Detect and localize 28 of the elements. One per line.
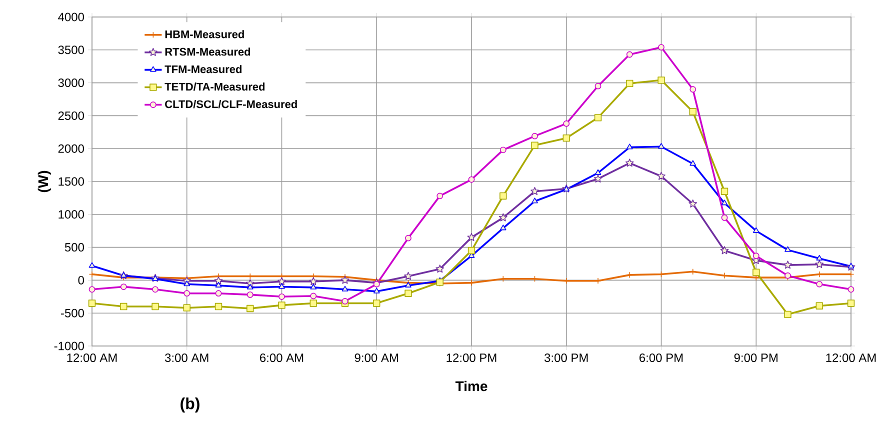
x-tick-label: 9:00 AM — [354, 354, 398, 362]
x-tick-label: 12:00 AM — [826, 354, 876, 362]
y-tick-label: 3000 — [58, 78, 84, 88]
y-axis-title: (W) — [38, 170, 51, 192]
x-tick-label: 6:00 AM — [260, 354, 304, 362]
x-tick-label: 12:00 PM — [446, 354, 496, 362]
y-tick-label: 2500 — [58, 111, 84, 120]
y-tick-label: 500 — [64, 243, 84, 252]
x-tick-label: 9:00 PM — [734, 354, 778, 362]
y-tick-label: -500 — [60, 308, 84, 318]
legend-label: RTSM-Measured — [165, 48, 250, 56]
y-tick-label: 4000 — [58, 12, 84, 22]
x-tick-label: 12:00 AM — [67, 354, 117, 362]
legend-label: HBM-Measured — [165, 30, 244, 38]
x-tick-label: 6:00 PM — [640, 354, 683, 362]
y-tick-label: 2000 — [58, 144, 84, 153]
legend-label: CLTD/SCL/CLF-Measured — [165, 100, 297, 108]
x-axis-title: Time — [455, 380, 488, 392]
y-tick-label: 1500 — [58, 177, 84, 186]
y-tick-label: 0 — [78, 276, 84, 284]
x-tick-label: 3:00 PM — [544, 354, 588, 362]
y-tick-label: 3500 — [58, 46, 84, 54]
x-tick-label: 3:00 AM — [164, 354, 208, 362]
y-tick-label: 1000 — [58, 210, 84, 219]
legend-label: TFM-Measured — [164, 65, 242, 74]
legend-label: TETD/TA-Measured — [164, 82, 265, 91]
y-tick-label: -1000 — [54, 342, 84, 350]
text: (b) — [180, 398, 200, 412]
